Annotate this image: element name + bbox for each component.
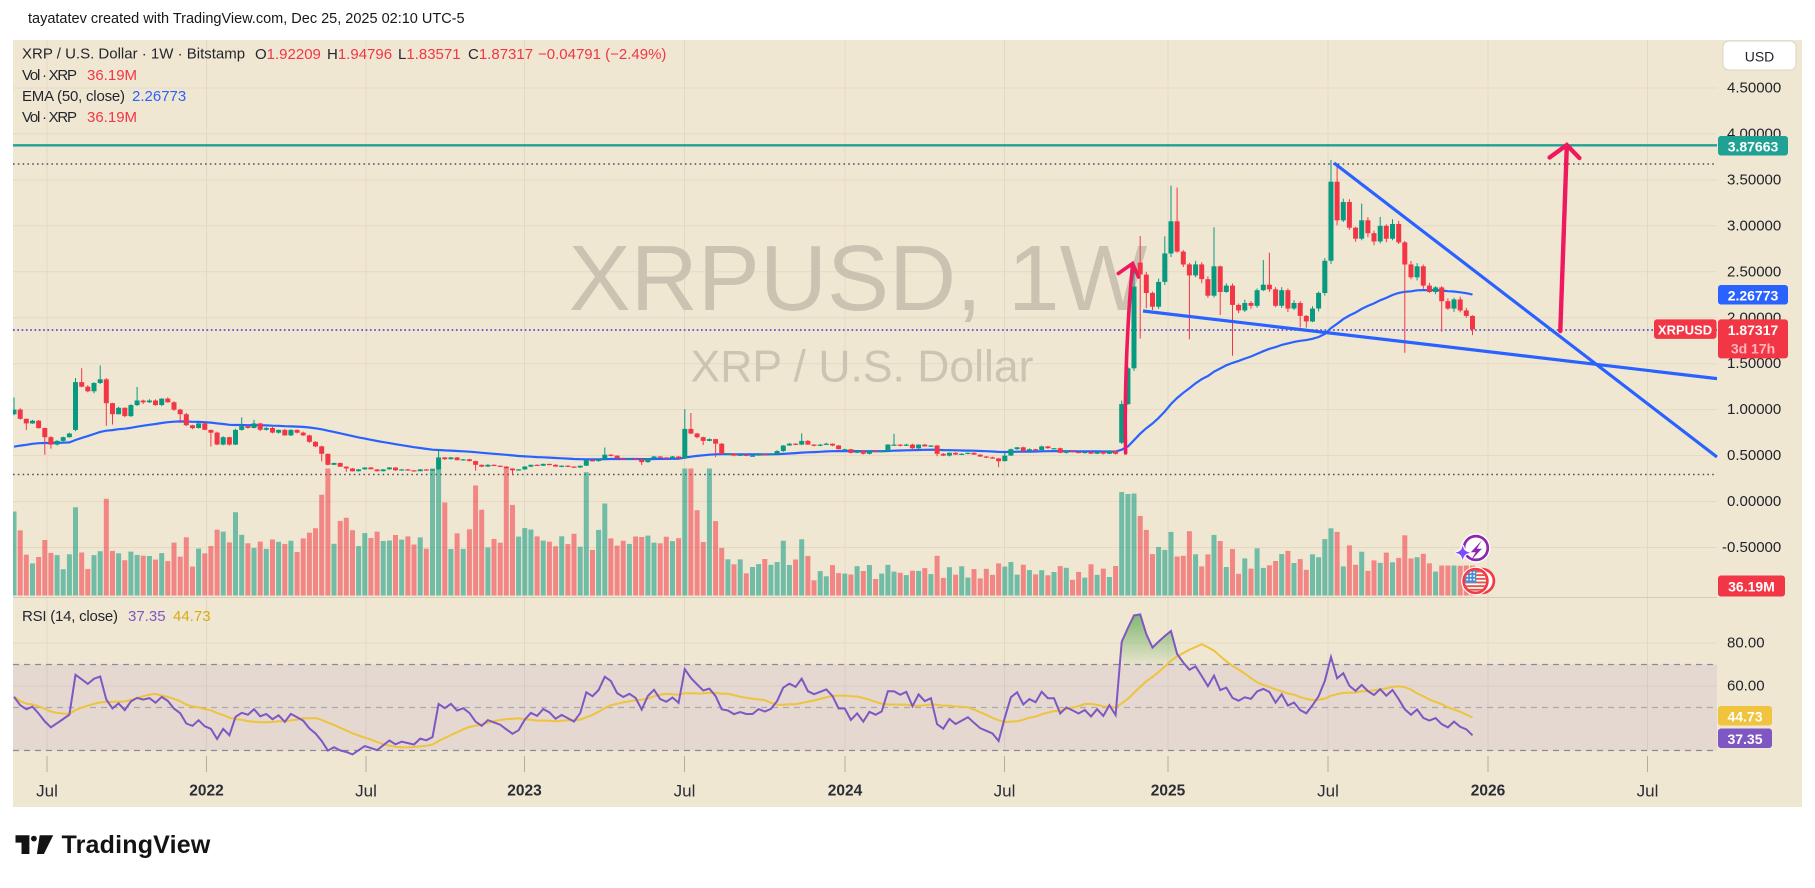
svg-text:1.00000: 1.00000 <box>1727 401 1781 418</box>
svg-text:XRP / U.S. Dollar: XRP / U.S. Dollar <box>691 343 1034 392</box>
svg-text:TradingView: TradingView <box>62 831 211 859</box>
svg-text:2023: 2023 <box>507 783 542 800</box>
svg-text:3d 17h: 3d 17h <box>1731 341 1775 357</box>
svg-text:3.87663: 3.87663 <box>1728 138 1779 154</box>
svg-text:60.00: 60.00 <box>1727 678 1765 695</box>
svg-text:Jul: Jul <box>1637 782 1659 801</box>
svg-text:Jul: Jul <box>994 782 1016 801</box>
svg-text:2026: 2026 <box>1471 783 1506 800</box>
svg-text:2024: 2024 <box>828 783 863 800</box>
svg-text:3.00000: 3.00000 <box>1727 217 1781 234</box>
svg-text:XRPUSD, 1W: XRPUSD, 1W <box>569 226 1148 330</box>
svg-text:2022: 2022 <box>189 783 223 800</box>
svg-text:0.00000: 0.00000 <box>1727 493 1781 510</box>
svg-text:1.50000: 1.50000 <box>1727 355 1781 372</box>
svg-text:Jul: Jul <box>1317 782 1339 801</box>
svg-text:Jul: Jul <box>36 782 58 801</box>
svg-text:2025: 2025 <box>1151 783 1186 800</box>
svg-text:36.19M: 36.19M <box>1728 579 1775 595</box>
svg-text:-0.50000: -0.50000 <box>1722 539 1781 556</box>
svg-text:Jul: Jul <box>355 782 377 801</box>
svg-text:XRP / U.S. Dollar · 1W · Bitst: XRP / U.S. Dollar · 1W · Bitstamp O1.9220… <box>22 46 666 63</box>
svg-text:0.50000: 0.50000 <box>1727 447 1781 464</box>
svg-text:1.87317: 1.87317 <box>1728 322 1779 338</box>
svg-text:tayatatev created with Trading: tayatatev created with TradingView.com, … <box>28 11 465 27</box>
svg-text:37.35: 37.35 <box>1727 731 1762 747</box>
svg-text:4.50000: 4.50000 <box>1727 80 1781 97</box>
svg-text:Jul: Jul <box>674 782 696 801</box>
svg-text:3.50000: 3.50000 <box>1727 171 1781 188</box>
svg-text:2.26773: 2.26773 <box>1728 287 1779 303</box>
svg-text:XRPUSD: XRPUSD <box>1658 323 1712 338</box>
svg-text:80.00: 80.00 <box>1727 635 1765 652</box>
svg-text:44.73: 44.73 <box>1727 708 1762 724</box>
svg-text:EMA (50, close)2.26773: EMA (50, close) 2.26773 <box>22 88 186 105</box>
svg-text:2.50000: 2.50000 <box>1727 263 1781 280</box>
svg-text:USD: USD <box>1745 49 1775 65</box>
